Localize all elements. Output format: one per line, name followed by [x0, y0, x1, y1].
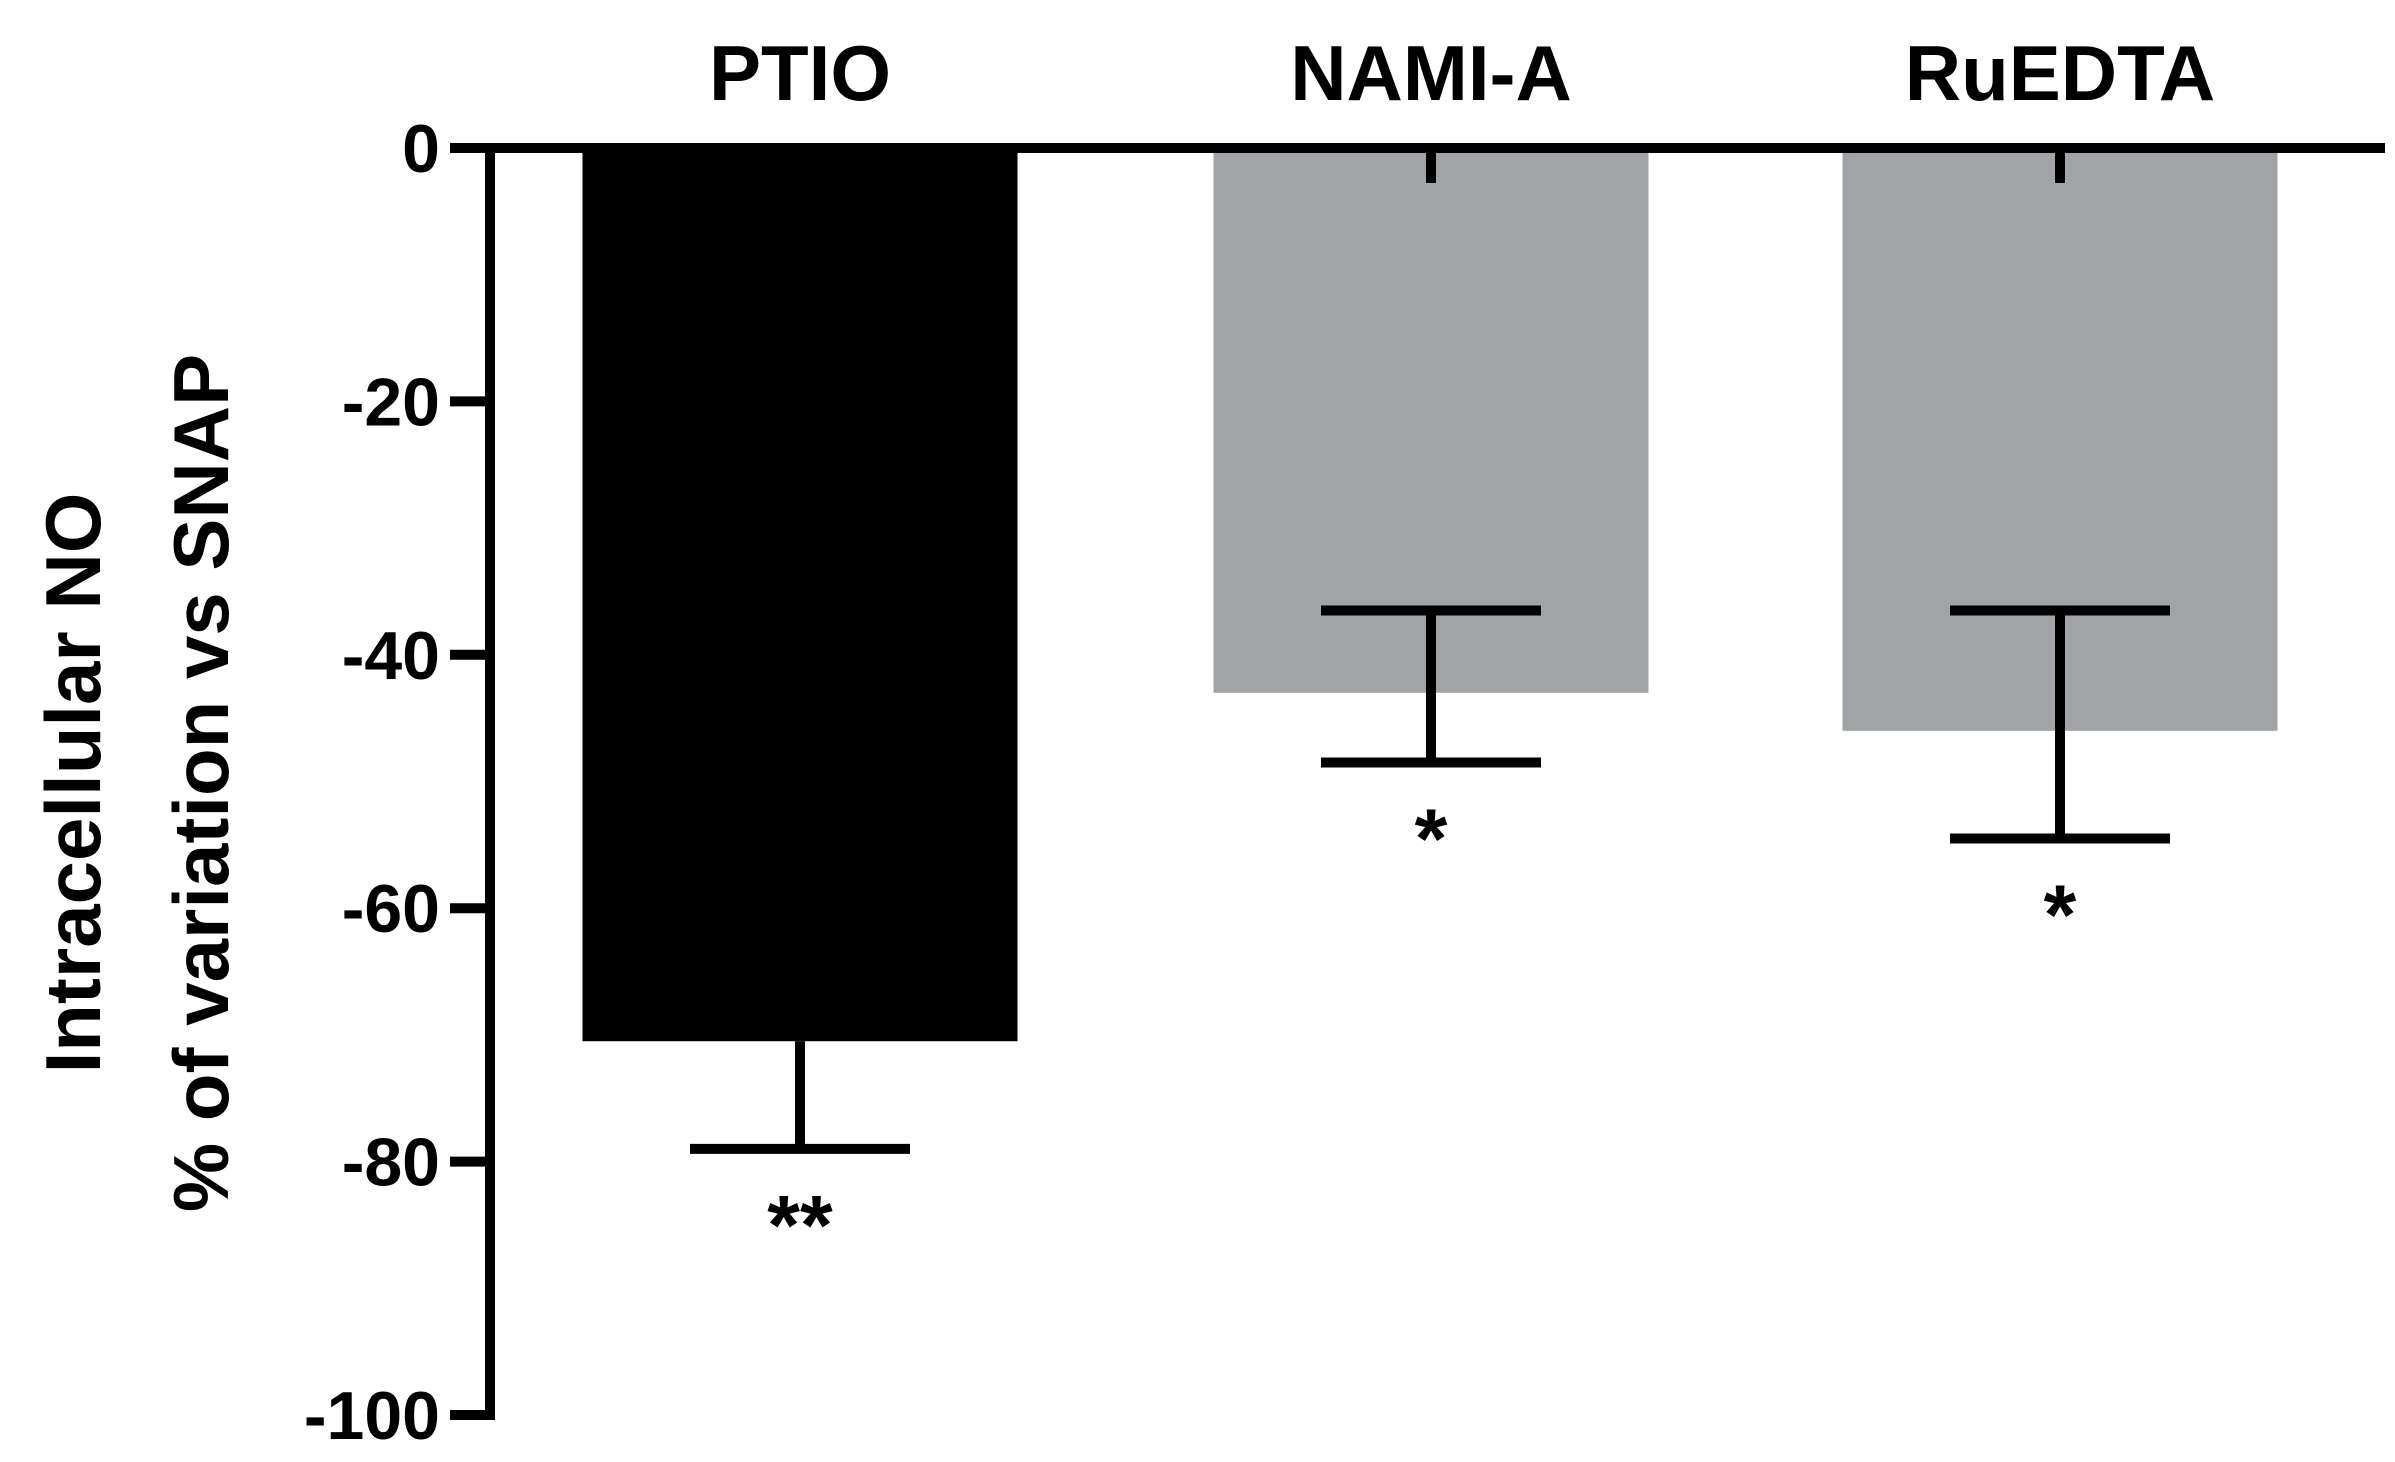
- y-axis-title-line-1: Intracellular NO: [29, 493, 117, 1074]
- y-tick-label: -60: [342, 871, 440, 947]
- y-tick-label: 0: [402, 111, 440, 187]
- bar-nami-a: [1213, 148, 1649, 693]
- error-bars-layer: [690, 148, 2170, 1154]
- y-tick-label: -100: [304, 1378, 440, 1454]
- y-tick-label: -40: [342, 618, 440, 694]
- bar-ptio: [582, 148, 1018, 1042]
- category-label: NAMI-A: [1290, 29, 1572, 117]
- bars-layer: [582, 148, 2278, 1042]
- significance-marker: *: [2044, 868, 2077, 962]
- y-tick-label: -80: [342, 1125, 440, 1201]
- y-axis-title-line-2: % of variation vs SNAP: [157, 354, 245, 1212]
- category-label: RuEDTA: [1905, 29, 2216, 117]
- significance-marker: **: [767, 1178, 833, 1272]
- category-label: PTIO: [709, 29, 891, 117]
- significance-marker: *: [1415, 791, 1448, 885]
- y-tick-label: -20: [342, 364, 440, 440]
